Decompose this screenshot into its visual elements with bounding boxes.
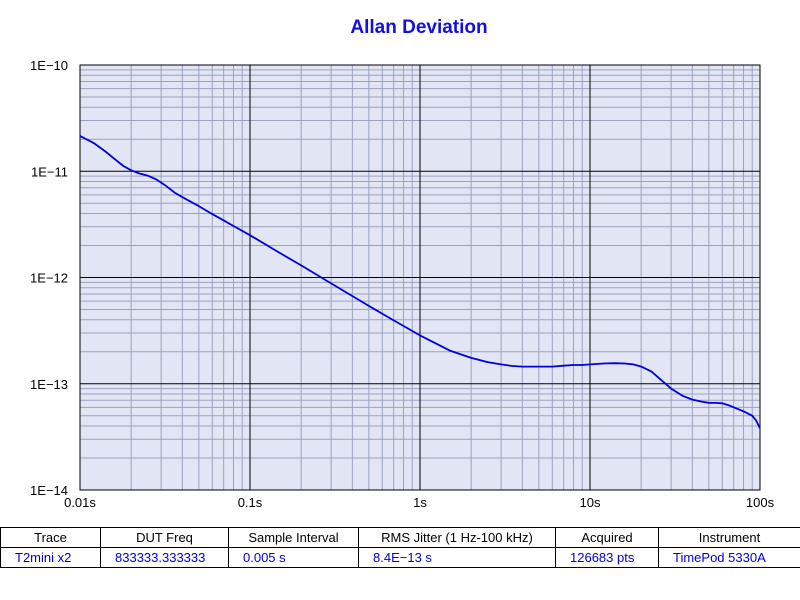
series-point [130,169,132,171]
series-point [155,178,157,180]
allan-deviation-plot: 0.01s 0.1s 1s 10s 100s 1E−10 1E−11 1E−12 1E−13 1E… [30,58,775,510]
y-tick-label: 1E−11 [31,164,68,179]
header-sample-interval: Sample Interval [228,527,359,548]
series-point [632,363,635,365]
series-point [368,305,370,307]
series-point [487,361,489,363]
header-rms-jitter: RMS Jitter (1 Hz-100 kHz) [358,527,556,548]
series-point [759,427,761,429]
series-point [104,150,106,152]
value-dut-freq: 833333.333333 [100,547,229,568]
series-point [92,142,95,144]
series-point [79,135,81,137]
series-point [733,406,735,408]
series-point [589,363,591,365]
series-point [114,158,116,160]
series-point [755,420,757,422]
series-point [300,264,302,266]
series-point [700,400,702,403]
series-point [751,415,753,417]
series-point [624,362,626,365]
series-point [721,402,723,404]
header-trace: Trace [0,527,101,548]
series-point [563,365,565,367]
series-point [715,402,717,404]
series-point [691,399,694,401]
series-point [681,395,684,397]
series-point [581,364,583,366]
series-point [249,234,251,236]
info-table: Trace DUT Freq Sample Interval RMS Jitte… [0,527,800,568]
series-point [538,366,540,368]
value-sample-interval: 0.005 s [228,547,359,568]
header-dut-freq: DUT Freq [100,527,229,548]
series-point [393,319,395,321]
value-acquired: 126683 pts [555,547,659,568]
series-point [330,282,332,284]
series-point [137,172,139,174]
x-tick-label: 100s [746,495,775,510]
y-tick-label: 1E−14 [30,483,68,498]
plot-frame [79,64,761,491]
value-trace: T2mini x2 [0,547,101,568]
series-point [659,378,662,380]
series-point [279,252,281,254]
series-point [742,410,745,412]
series-point [181,196,183,198]
y-tick-label: 1E−12 [30,271,68,286]
series-point [232,225,235,227]
series-point [223,219,225,221]
y-tick-label: 1E−10 [30,58,68,73]
chart-title: Allan Deviation [350,17,488,38]
x-tick-label: 1s [413,495,427,510]
series-point [122,165,124,167]
value-instrument: TimePod 5330A [658,547,800,568]
series-point [500,363,502,365]
series-point [521,366,524,368]
series-point [449,350,451,352]
series-point [470,357,472,359]
value-rms-jitter: 8.4E−13 s [358,547,556,568]
x-tick-label: 0.01s [64,495,96,510]
series-point [211,213,213,215]
series-point [511,365,514,367]
series-point [419,334,421,336]
series-point [708,402,710,404]
series-point [174,192,176,194]
series-point [147,175,149,177]
series-point [165,185,167,187]
series-point [602,362,605,365]
header-acquired: Acquired [555,527,659,548]
series-point [640,366,642,368]
series-point [551,366,553,368]
x-tick-label: 10s [580,495,601,510]
y-tick-label: 1E−13 [30,377,68,392]
series-point [727,404,729,406]
series-point [572,364,575,366]
table-header-row: Trace DUT Freq Sample Interval RMS Jitte… [0,527,800,548]
x-tick-label: 0.1s [238,495,263,510]
series-point [198,205,200,207]
series-point [650,371,653,373]
header-instrument: Instrument [658,527,800,548]
table-value-row: T2mini x2 833333.333333 0.005 s 8.4E−13 … [0,547,800,568]
series-point [670,388,672,390]
series-point [614,362,616,364]
